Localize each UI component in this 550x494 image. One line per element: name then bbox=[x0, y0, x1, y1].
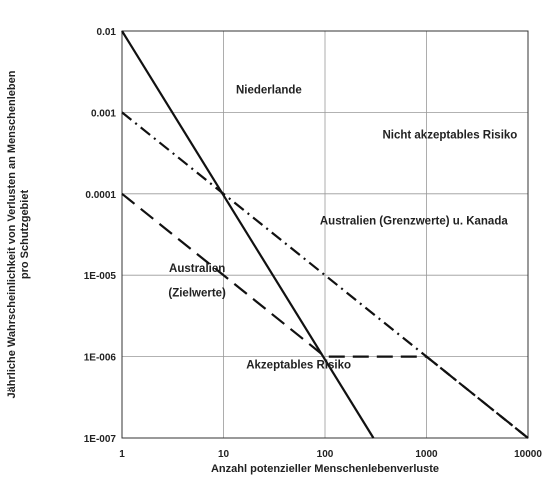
x-tick-label: 1000 bbox=[415, 449, 438, 460]
annotation-label: Nicht akzeptables Risiko bbox=[382, 129, 517, 141]
x-axis-title: Anzahl potenzieller Menschenlebenverlust… bbox=[211, 463, 439, 475]
annotation-label: Australien bbox=[169, 263, 225, 275]
y-tick-label: 1E-006 bbox=[84, 353, 117, 364]
x-tick-label: 10 bbox=[218, 449, 230, 460]
y-tick-label: 1E-007 bbox=[84, 434, 117, 445]
y-tick-labels: 0.01 0.001 0.0001 1E-005 1E-006 1E-007 bbox=[84, 27, 117, 445]
annotations: Niederlande Nicht akzeptables Risiko Austr… bbox=[168, 85, 517, 372]
annotation-label: Akzeptables Risiko bbox=[246, 360, 351, 372]
y-axis-title-line-1: Jährliche Wahrscheinlichkeit von Verlust… bbox=[6, 70, 18, 398]
grid bbox=[121, 30, 529, 439]
plot-frame bbox=[121, 30, 529, 439]
series-line-dashed bbox=[121, 192, 529, 439]
y-axis-title-line-2: pro Schutzgebiet bbox=[19, 190, 31, 280]
x-tick-label: 10000 bbox=[514, 449, 542, 460]
x-tick-label: 100 bbox=[317, 449, 334, 460]
annotation-label: Australien (Grenzwerte) u. Kanada bbox=[320, 215, 508, 227]
x-tick-label: 1 bbox=[119, 449, 125, 460]
y-tick-label: 0.01 bbox=[97, 27, 117, 38]
y-tick-label: 1E-005 bbox=[84, 271, 117, 282]
series-group bbox=[121, 30, 529, 439]
annotation-label: (Zielwerte) bbox=[168, 287, 226, 299]
series-line-dash-dot bbox=[121, 111, 529, 439]
y-tick-label: 0.001 bbox=[91, 108, 116, 119]
x-tick-labels: 1 10 100 1000 10000 bbox=[119, 449, 542, 460]
series-line-solid bbox=[121, 30, 375, 439]
annotation-label: Niederlande bbox=[236, 85, 302, 97]
y-tick-label: 0.0001 bbox=[85, 190, 116, 201]
